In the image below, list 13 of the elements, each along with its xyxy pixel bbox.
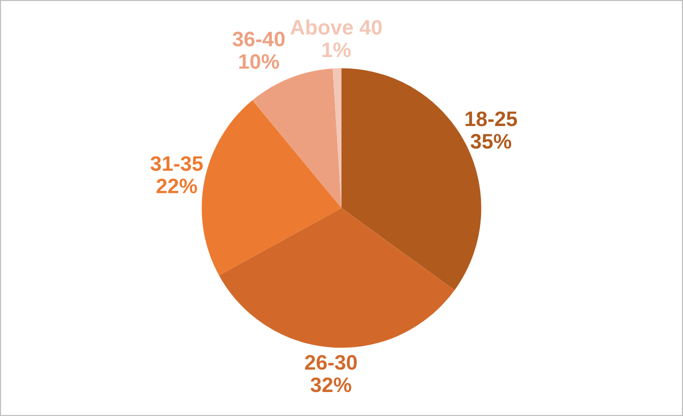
- pie-slice: [202, 100, 342, 276]
- data-label: 32%: [310, 377, 352, 392]
- data-label: 35%: [470, 134, 512, 149]
- slice-label: 18-25: [466, 111, 518, 126]
- data-label: 1%: [322, 42, 351, 58]
- data-label: 10%: [239, 54, 280, 69]
- pie-slice: [219, 208, 455, 348]
- slice-label: 26-30: [305, 355, 357, 370]
- pie-slice: [252, 68, 342, 208]
- slice-label: Above 40: [290, 19, 382, 35]
- slice-label: 31-35: [150, 156, 203, 171]
- data-label: 22%: [156, 178, 198, 194]
- slice-label: 36-40: [232, 32, 285, 46]
